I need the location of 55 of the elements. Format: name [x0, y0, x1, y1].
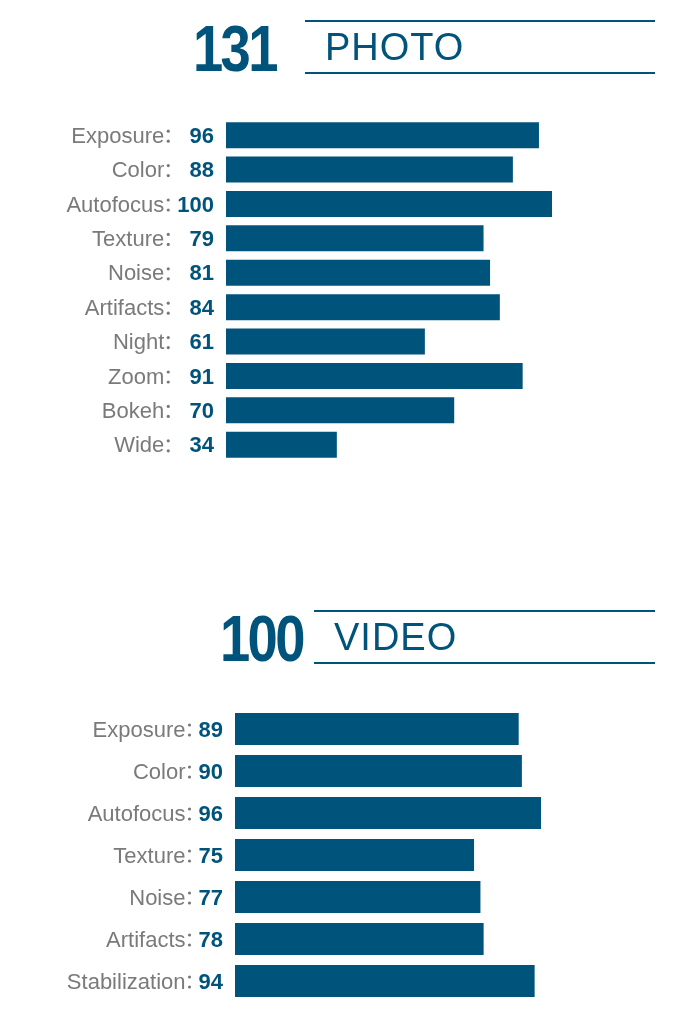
bar [226, 156, 513, 183]
y-tick-label: Zoom [108, 363, 165, 389]
data-label: 89 [198, 716, 223, 742]
text: 100 [219, 603, 303, 675]
y-tick-label: Exposure [71, 122, 165, 148]
data-label: 90 [198, 758, 223, 784]
bar [226, 294, 500, 321]
bar [226, 397, 455, 424]
bar [235, 965, 535, 998]
data-label: 94 [198, 968, 224, 994]
chart-title: VIDEO [314, 612, 655, 662]
data-label: 78 [198, 926, 223, 952]
y-tick-label: Texture [113, 842, 186, 868]
bar [226, 328, 425, 355]
y-tick-label: Wide [114, 432, 165, 458]
bar [235, 713, 519, 746]
data-label: 61 [189, 329, 214, 355]
bar [235, 755, 522, 788]
bar [226, 122, 539, 149]
data-label: 34 [189, 432, 215, 458]
data-label: 84 [189, 294, 215, 320]
bar [226, 431, 337, 458]
bar [235, 923, 484, 956]
data-label: 81 [189, 260, 214, 286]
data-label: 96 [189, 122, 214, 148]
data-label: 75 [198, 842, 223, 868]
text: 131 [192, 13, 276, 85]
bar [226, 225, 484, 252]
bar [235, 881, 481, 914]
y-tick-label: Autofocus [87, 800, 186, 826]
data-label: 70 [189, 397, 214, 423]
bar [226, 190, 552, 217]
y-tick-label: Texture [92, 225, 165, 251]
bar [226, 259, 491, 286]
y-tick-label: Color [111, 157, 165, 183]
y-tick-label: Stabilization [66, 968, 186, 994]
data-label: 96 [198, 800, 223, 826]
data-label: 91 [189, 363, 214, 389]
data-label: 79 [189, 225, 214, 251]
y-tick-label: Color [132, 758, 186, 784]
y-tick-label: Bokeh [101, 397, 165, 423]
bar [235, 839, 475, 872]
y-tick-label: Artifacts [84, 294, 165, 320]
data-label: 88 [189, 157, 214, 183]
y-tick-label: Exposure [92, 716, 186, 742]
y-tick-label: Autofocus [66, 191, 165, 217]
y-tick-label: Night [112, 329, 165, 355]
data-label: 100 [177, 191, 214, 217]
y-tick-label: Noise [129, 884, 186, 910]
y-tick-label: Noise [108, 260, 165, 286]
data-label: 77 [198, 884, 223, 910]
bar [226, 362, 523, 389]
y-tick-label: Artifacts [106, 926, 186, 952]
chart-title: PHOTO [305, 22, 655, 72]
bar [235, 797, 541, 830]
